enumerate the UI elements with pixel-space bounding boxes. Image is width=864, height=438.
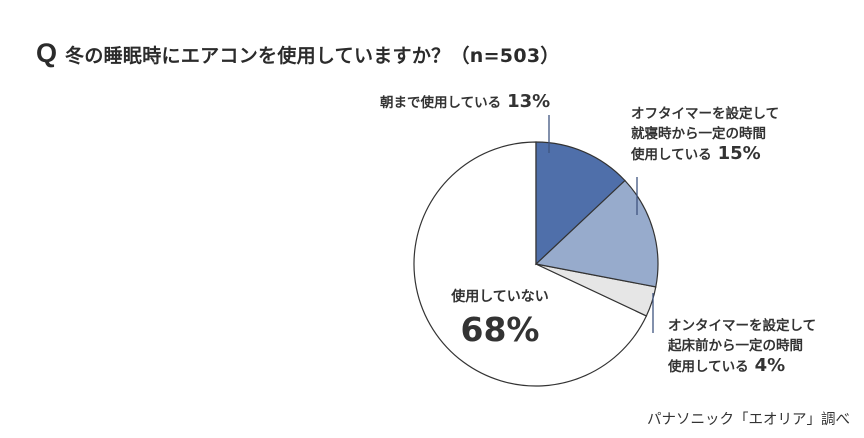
source-note: パナソニック「エオリア」調べ: [647, 412, 850, 428]
label-morning-text: 朝まで使用している: [380, 95, 502, 111]
slice-morning: [535, 141, 626, 266]
label-off-timer: オフタイマーを設定して 就寝時から一定の時間 使用している 15%: [631, 104, 779, 165]
chart-title: Q 冬の睡眠時にエアコンを使用していますか？（n=503）: [36, 38, 560, 69]
slice-not-used: [413, 141, 648, 387]
label-on-timer-pct: 4%: [754, 355, 786, 376]
question-text: 冬の睡眠時にエアコンを使用していますか？（n=503）: [65, 45, 560, 67]
label-off-timer-line1: オフタイマーを設定して: [631, 106, 780, 122]
label-not-used-text: 使用していない: [451, 289, 549, 305]
label-on-timer-line2: 起床前から一定の時間: [668, 338, 803, 354]
label-not-used-pct: 68%: [460, 310, 540, 349]
label-morning-pct: 13%: [507, 91, 551, 112]
label-on-timer: オンタイマーを設定して 起床前から一定の時間 使用している 4%: [668, 316, 816, 377]
slice-off-timer: [534, 179, 659, 288]
label-not-used: 使用していない 68%: [430, 286, 570, 349]
question-mark-q: Q: [36, 38, 58, 68]
label-off-timer-line2: 就寝時から一定の時間: [631, 126, 766, 142]
label-off-timer-line3: 使用している: [631, 147, 712, 163]
label-off-timer-pct: 15%: [717, 143, 761, 164]
label-on-timer-line1: オンタイマーを設定して: [668, 318, 817, 334]
label-on-timer-line3: 使用している: [668, 359, 749, 375]
label-morning: 朝まで使用している 13%: [380, 92, 550, 113]
